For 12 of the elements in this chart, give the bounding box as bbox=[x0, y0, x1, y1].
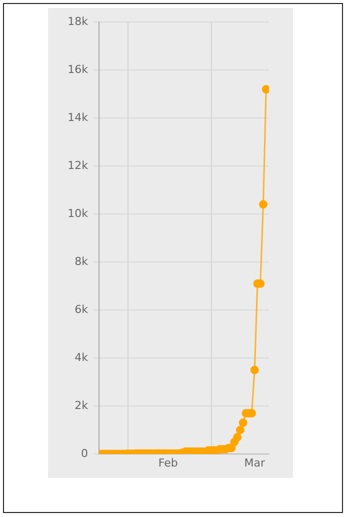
y-tick-label: 10k bbox=[68, 206, 89, 220]
y-tick-label: 6k bbox=[74, 302, 89, 316]
x-tick-label: Feb bbox=[158, 456, 178, 470]
y-tick-label: 18k bbox=[68, 14, 89, 28]
y-tick-label: 4k bbox=[74, 350, 89, 364]
y-tick-label: 0 bbox=[81, 446, 88, 460]
y-tick-label: 16k bbox=[68, 62, 89, 76]
y-tick-label: 8k bbox=[74, 254, 89, 268]
x-tick-label: Mar bbox=[244, 456, 266, 470]
y-tick-label: 2k bbox=[74, 398, 89, 412]
y-tick-label: 14k bbox=[68, 110, 89, 124]
y-tick-label: 12k bbox=[68, 158, 89, 172]
